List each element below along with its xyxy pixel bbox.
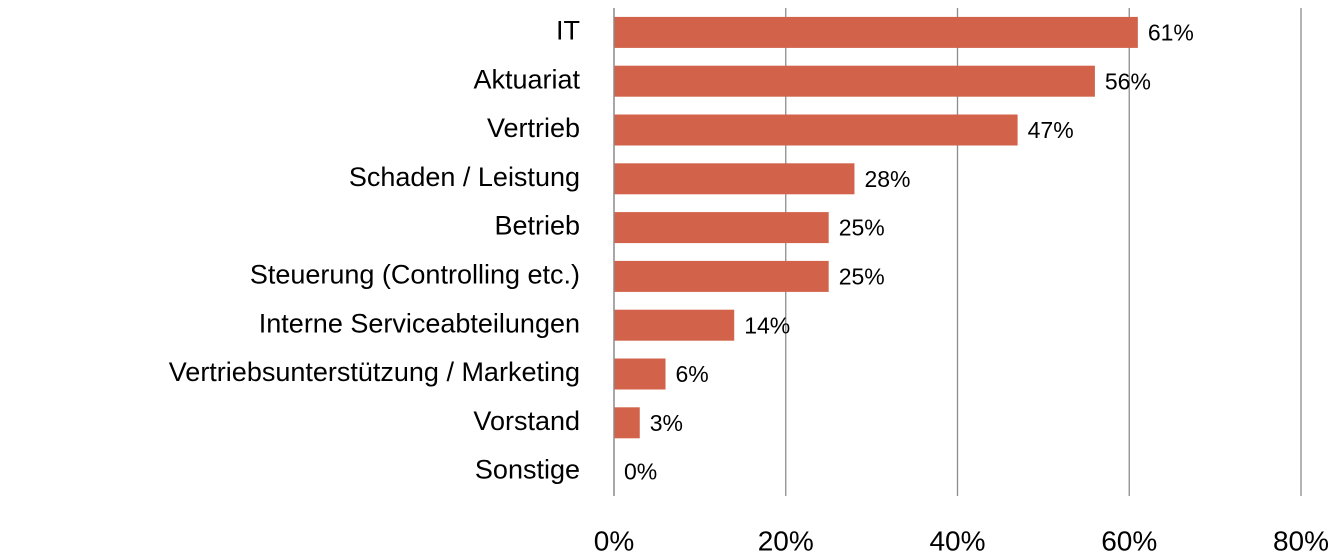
value-label: 28% [864,166,910,192]
y-tick-label: Schaden / Leistung [349,162,580,192]
y-tick-label: IT [556,16,580,46]
bar [614,163,855,195]
bar [614,114,1018,146]
bar [614,358,666,390]
y-tick-label: Vertrieb [487,113,580,143]
y-tick-label: Aktuariat [473,64,580,94]
x-tick-label: 60% [1101,525,1157,556]
y-tick-label: Vertriebsunterstützung / Marketing [169,357,580,387]
value-label: 61% [1148,19,1194,45]
y-tick-label: Interne Serviceabteilungen [259,308,580,338]
y-tick-label: Sonstige [475,455,580,485]
value-label: 6% [676,361,709,387]
y-tick-label: Vorstand [473,406,580,436]
value-label: 25% [839,263,885,289]
value-label: 47% [1028,117,1074,143]
x-tick-label: 20% [758,525,814,556]
value-label: 3% [650,410,683,436]
y-tick-label: Betrieb [494,211,580,241]
x-tick-label: 40% [929,525,985,556]
bar [614,65,1095,97]
value-label: 0% [624,459,657,485]
value-label: 56% [1105,68,1151,94]
bar [614,407,640,439]
bar [614,260,829,292]
bar [614,16,1138,48]
value-label: 25% [839,215,885,241]
x-tick-label: 80% [1273,525,1329,556]
y-tick-label: Steuerung (Controlling etc.) [250,260,580,290]
bar [614,309,735,341]
bar [614,212,829,244]
value-label: 14% [744,312,790,338]
x-tick-label: 0% [594,525,634,556]
